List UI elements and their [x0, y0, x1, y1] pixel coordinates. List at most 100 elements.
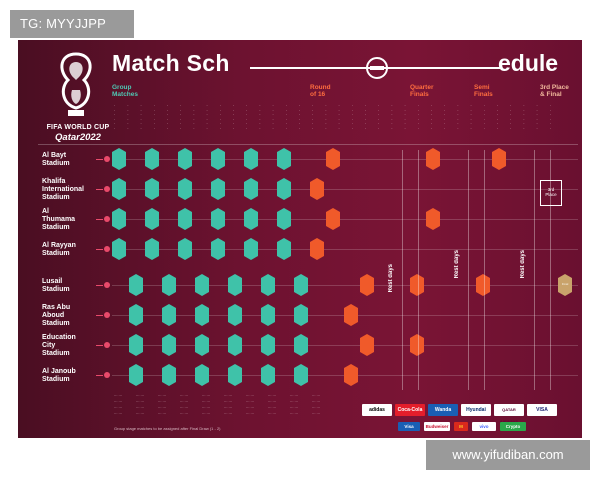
- date-tick: ·: [536, 103, 538, 108]
- date-column: · · · · · ·: [470, 103, 479, 142]
- date-tick: ·: [166, 116, 169, 122]
- stadium-name-line: Stadium: [42, 224, 70, 231]
- footer-cell: ··· ···: [290, 394, 298, 398]
- stage-final: 3rd Place & Final: [540, 84, 569, 98]
- world-cup-logo-icon: [60, 52, 92, 116]
- location-pin-icon: [96, 342, 110, 348]
- date-tick: ·: [153, 112, 155, 117]
- date-tick: ·: [444, 125, 446, 131]
- date-column: · · · · · ·: [140, 103, 149, 142]
- date-tick: ·: [496, 116, 499, 122]
- date-column: · · · · · ·: [180, 103, 189, 142]
- group-match-marker: [112, 148, 126, 170]
- date-tick: ·: [259, 116, 261, 122]
- date-tick: ·: [457, 107, 459, 113]
- date-tick: ·: [496, 121, 499, 126]
- rest-separator-3: [468, 150, 469, 390]
- date-tick: ·: [285, 116, 287, 122]
- footer-cell: ··· ···: [180, 394, 188, 398]
- stadium-row: Al Rayyan Stadium: [38, 234, 578, 264]
- date-tick: ·: [312, 107, 314, 113]
- date-tick: ·: [496, 112, 499, 117]
- group-match-marker: [228, 304, 242, 326]
- date-tick: ·: [298, 107, 301, 113]
- header-rule: [38, 144, 578, 145]
- date-column: · · · · · ·: [193, 103, 202, 142]
- sponsor-crypto: Crypto: [500, 422, 526, 431]
- footer-cell: ··· ···: [136, 394, 144, 398]
- date-tick: ·: [246, 103, 248, 108]
- footer-cell: ··· ···: [202, 406, 210, 410]
- date-tick: ·: [193, 125, 195, 131]
- date-tick: ·: [193, 112, 195, 117]
- date-tick: ·: [114, 116, 116, 122]
- date-tick: ·: [140, 103, 142, 108]
- group-match-marker: [261, 334, 275, 356]
- date-tick: ·: [219, 107, 221, 113]
- footer-cell: ··· ···: [136, 400, 144, 404]
- date-tick: ·: [378, 125, 380, 131]
- date-tick: ·: [285, 112, 287, 117]
- date-tick: ·: [272, 121, 274, 126]
- stadium-row: Khalifa International Stadium: [38, 174, 578, 204]
- footer-cell: ··· ···: [224, 412, 232, 416]
- footer-cell: ··· ···: [114, 400, 122, 404]
- date-column: · · · · · ·: [378, 103, 387, 142]
- final-label: Final: [561, 282, 569, 286]
- date-tick: ·: [140, 125, 142, 131]
- date-tick: ·: [325, 121, 327, 126]
- rest-separator-1: [402, 150, 403, 390]
- stadium-name-line: Lusail: [42, 278, 63, 285]
- date-tick: ·: [272, 103, 274, 108]
- date-tick: ·: [483, 125, 485, 131]
- stadium-row: Al Thumama Stadium: [38, 204, 578, 234]
- group-match-marker: [294, 274, 308, 296]
- stage-semi-finals: Semi Finals: [474, 84, 493, 98]
- date-column: · · · · · ·: [298, 103, 308, 142]
- stadium-name-line: International: [42, 186, 85, 193]
- date-tick: ·: [153, 116, 155, 122]
- date-tick: ·: [127, 112, 129, 117]
- date-tick: ·: [127, 116, 129, 122]
- group-match-marker: [277, 148, 291, 170]
- location-pin-icon: [96, 282, 110, 288]
- date-tick: ·: [378, 103, 380, 108]
- date-tick: ·: [232, 116, 235, 122]
- date-tick: ·: [444, 103, 446, 108]
- footer-cell: ··· ···: [268, 412, 276, 416]
- round-of-16-marker: [344, 304, 358, 326]
- date-tick: ·: [114, 112, 116, 117]
- date-tick: ·: [523, 125, 525, 131]
- sponsor-budweiser: Budweiser: [424, 422, 450, 431]
- date-tick: ·: [219, 116, 221, 122]
- date-tick: ·: [404, 116, 406, 122]
- date-tick: ·: [536, 107, 538, 113]
- footer-cell: ··· ···: [246, 400, 254, 404]
- date-tick: ·: [338, 116, 340, 122]
- row-guide-line: [112, 285, 578, 286]
- footer-cell: ··· ···: [290, 412, 298, 416]
- date-column: · · · · · ·: [206, 103, 215, 142]
- stage-sf-line-2: Finals: [474, 91, 493, 98]
- date-tick: ·: [378, 116, 380, 122]
- group-match-marker: [211, 148, 225, 170]
- date-tick: ·: [246, 107, 248, 113]
- date-tick: ·: [114, 103, 116, 108]
- group-match-marker: [294, 364, 308, 386]
- group-match-marker: [145, 208, 159, 230]
- footer-cell: ··· ···: [290, 400, 298, 404]
- date-tick: ·: [166, 107, 169, 113]
- sponsors-bottom-row: Visa Budweiser M vivo Crypto: [398, 422, 558, 432]
- group-match-marker: [228, 334, 242, 356]
- group-match-marker: [261, 274, 275, 296]
- round-of-16-marker: [360, 274, 374, 296]
- date-tick: ·: [259, 112, 261, 117]
- date-tick: ·: [364, 103, 367, 108]
- date-tick: ·: [549, 107, 551, 113]
- semi-final-marker: [476, 274, 490, 296]
- date-tick: ·: [523, 116, 525, 122]
- stadium-name: Al Rayyan Stadium: [42, 242, 102, 258]
- group-match-marker: [228, 364, 242, 386]
- footer-cell: ··· ···: [180, 412, 188, 416]
- group-match-marker: [178, 208, 192, 230]
